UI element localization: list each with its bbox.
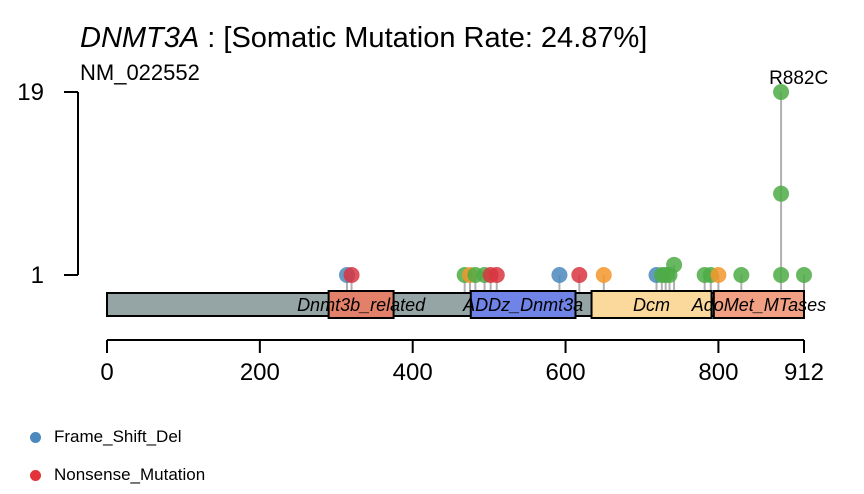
x-tick-label: 200 <box>240 359 280 386</box>
y-tick-label: 19 <box>17 79 44 106</box>
mutation-point-missense <box>666 256 683 273</box>
legend-label: Frame_Shift_Del <box>54 427 182 446</box>
x-axis: 0 200 400 600 800 912 <box>100 339 824 386</box>
mutation-point-splice <box>710 267 727 283</box>
x-tick-label: 0 <box>100 359 113 386</box>
lollipop-plot: DNMT3A : [Somatic Mutation Rate: 24.87%]… <box>17 22 828 386</box>
gene-name: DNMT3A <box>80 22 199 54</box>
mutation-point-splice <box>595 267 612 283</box>
legend-item-frame-shift-del: Frame_Shift_Del <box>30 418 205 456</box>
x-tick-label: 912 <box>784 359 824 386</box>
chart-title: DNMT3A : [Somatic Mutation Rate: 24.87%] <box>80 22 647 54</box>
domain-label: Dcm <box>633 295 670 315</box>
mutation-rate-title: : [Somatic Mutation Rate: 24.87%] <box>199 22 647 54</box>
mutation-point-frame-shift-del <box>551 267 568 283</box>
x-tick-label: 400 <box>393 359 433 386</box>
x-tick-label: 800 <box>698 359 738 386</box>
hotspot-annotation: R882C <box>769 68 828 89</box>
y-axis: 1 19 <box>17 79 79 289</box>
lollipop-heads <box>338 84 812 283</box>
domain-label: ADDz_Dnmt3a <box>462 295 583 315</box>
legend: Frame_Shift_Del Nonsense_Mutation <box>30 418 205 494</box>
mutation-point-missense <box>733 267 750 283</box>
domain-dnmt3b-related <box>327 290 395 319</box>
transcript-id: NM_022552 <box>80 60 200 85</box>
domain-dcm <box>590 290 713 319</box>
x-tick-label: 600 <box>546 359 586 386</box>
legend-dot <box>30 431 41 443</box>
domain-label: AdoMet_MTases <box>691 295 826 315</box>
legend-dot <box>30 469 41 481</box>
mutation-point-missense <box>796 267 812 283</box>
domain-label: Dnmt3b_related <box>297 295 426 315</box>
legend-label: Nonsense_Mutation <box>54 465 206 484</box>
domain-addz-dnmt3a <box>469 290 577 319</box>
mutation-point-missense <box>773 84 790 100</box>
mutation-point-nonsense-mutation <box>343 267 360 283</box>
y-tick-label: 1 <box>31 262 44 289</box>
lollipop-stems <box>345 92 805 293</box>
mutation-point-nonsense-mutation <box>571 267 588 283</box>
legend-item-nonsense-mutation: Nonsense_Mutation <box>30 456 205 494</box>
protein-track: Dnmt3b_related ADDz_Dnmt3a Dcm AdoMet_MTase… <box>106 290 826 319</box>
domain-adomet-mtases <box>712 290 806 319</box>
mutation-point-nonsense-mutation <box>488 267 505 283</box>
mutation-point-missense <box>773 185 790 202</box>
mutation-point-missense <box>773 267 790 283</box>
